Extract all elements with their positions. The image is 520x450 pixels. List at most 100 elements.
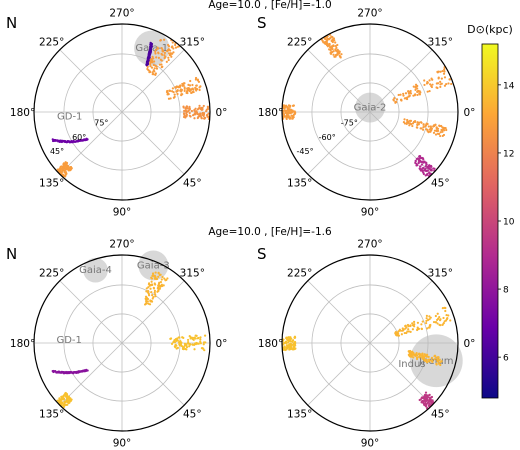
data-point xyxy=(409,119,413,122)
radial-tick-label: -75° xyxy=(341,118,358,127)
data-point xyxy=(149,283,152,287)
data-point xyxy=(172,47,175,50)
data-point xyxy=(197,342,200,345)
data-point xyxy=(171,45,174,48)
data-point xyxy=(185,107,188,110)
data-point xyxy=(332,53,335,56)
hemisphere-label: S xyxy=(257,245,267,263)
data-point xyxy=(395,334,398,337)
data-point xyxy=(60,398,63,401)
data-point xyxy=(406,323,410,327)
data-point xyxy=(193,108,196,112)
data-point xyxy=(189,343,192,346)
data-point xyxy=(417,161,420,164)
data-point xyxy=(151,274,154,278)
data-point xyxy=(183,89,186,93)
data-point xyxy=(196,116,199,120)
data-point xyxy=(419,155,422,158)
data-point xyxy=(69,166,73,169)
data-point xyxy=(446,317,449,320)
angle-tick-label: 0° xyxy=(463,107,475,119)
angle-tick-label: 180° xyxy=(258,338,283,350)
grid-spoke xyxy=(59,280,123,344)
data-point xyxy=(427,355,430,358)
data-point xyxy=(425,122,428,125)
data-point xyxy=(419,165,422,168)
data-point xyxy=(174,343,177,346)
data-point xyxy=(167,97,171,100)
data-point xyxy=(336,52,339,55)
data-point xyxy=(167,52,171,55)
data-point xyxy=(167,58,170,62)
data-point xyxy=(416,121,419,124)
data-point xyxy=(328,43,331,46)
data-point xyxy=(435,362,438,365)
data-point xyxy=(444,126,447,130)
data-point xyxy=(203,334,207,337)
data-point xyxy=(443,84,447,87)
data-point xyxy=(193,336,196,339)
data-point xyxy=(437,317,440,320)
data-point xyxy=(288,344,291,348)
data-point xyxy=(150,283,154,286)
data-point xyxy=(183,344,187,347)
data-point xyxy=(429,316,432,319)
data-point xyxy=(422,172,425,176)
data-point xyxy=(178,85,181,89)
data-point xyxy=(156,287,159,290)
data-point xyxy=(407,90,410,93)
data-point xyxy=(427,326,431,329)
data-point xyxy=(185,113,189,116)
data-point xyxy=(195,84,198,87)
data-point xyxy=(438,124,441,128)
data-point xyxy=(436,82,440,85)
data-point xyxy=(198,88,201,92)
data-point xyxy=(163,56,166,60)
data-point xyxy=(422,158,425,161)
data-point xyxy=(425,358,428,361)
data-point xyxy=(332,50,335,53)
data-point xyxy=(443,70,446,73)
data-point xyxy=(421,352,424,356)
data-point xyxy=(154,48,158,51)
data-point xyxy=(428,396,431,400)
data-point xyxy=(439,361,442,364)
data-point xyxy=(188,345,191,348)
data-point xyxy=(427,360,430,363)
data-point xyxy=(157,52,160,55)
data-point xyxy=(163,51,167,55)
stream-label: Gaia-3 xyxy=(137,260,170,271)
data-point xyxy=(195,89,198,92)
data-point xyxy=(151,71,154,74)
data-point xyxy=(203,112,206,115)
data-point xyxy=(201,108,204,111)
data-point xyxy=(158,273,161,277)
angle-tick-label: 45° xyxy=(183,177,202,189)
data-point xyxy=(426,394,429,397)
data-point xyxy=(427,131,430,134)
data-point xyxy=(284,342,288,345)
data-point xyxy=(145,297,149,300)
data-point xyxy=(162,284,165,287)
data-point xyxy=(149,299,152,302)
data-point xyxy=(334,48,337,51)
data-point xyxy=(416,84,419,88)
data-point xyxy=(417,123,420,126)
data-point xyxy=(198,104,201,107)
data-point xyxy=(439,134,442,138)
data-point xyxy=(421,128,425,131)
data-point xyxy=(338,50,341,53)
data-point xyxy=(282,338,285,341)
data-point xyxy=(204,116,207,119)
data-point xyxy=(420,168,423,172)
data-point xyxy=(175,90,178,93)
data-point xyxy=(206,113,209,116)
data-point xyxy=(439,85,442,89)
data-point xyxy=(425,317,428,320)
data-point xyxy=(415,352,418,355)
data-point xyxy=(286,109,289,112)
data-point xyxy=(423,79,426,82)
data-point xyxy=(409,92,412,95)
data-point xyxy=(430,164,433,168)
data-point xyxy=(424,165,427,168)
